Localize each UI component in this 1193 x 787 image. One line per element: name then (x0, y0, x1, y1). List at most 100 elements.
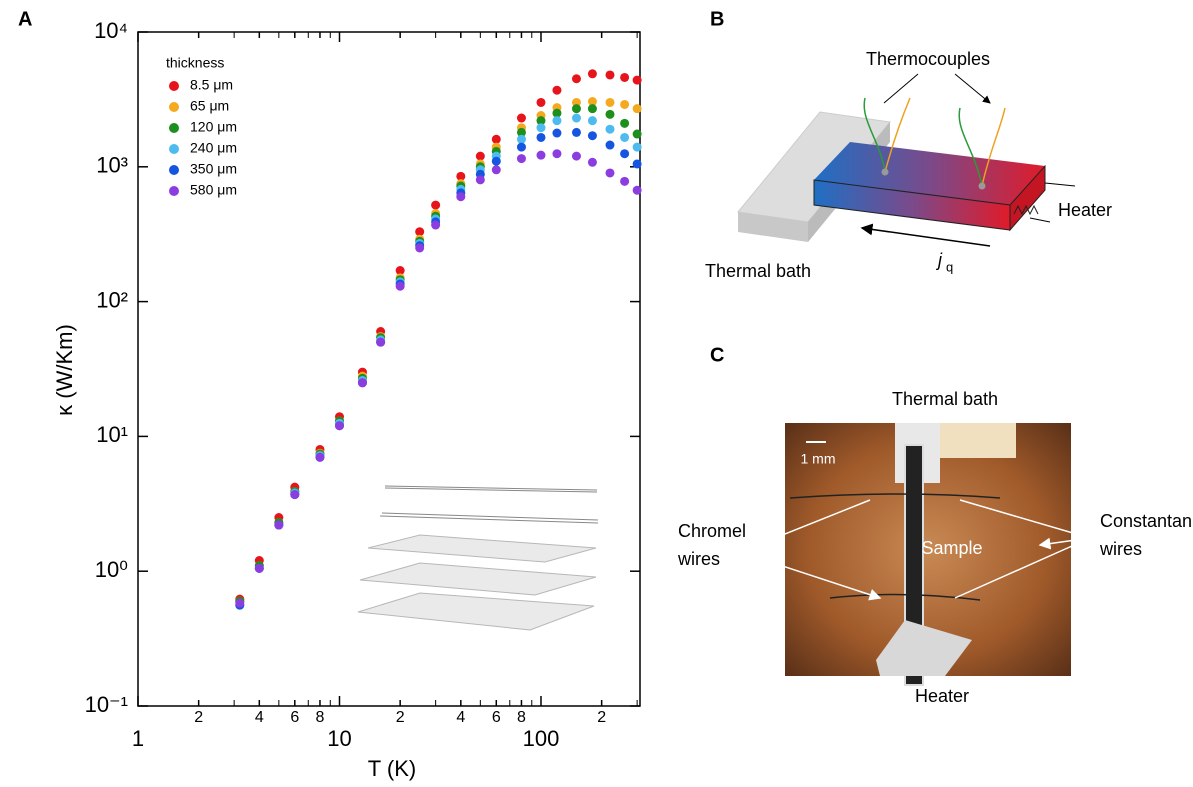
data-point (290, 490, 300, 500)
y-tick-label: 10¹ (96, 422, 128, 447)
thermocouples-label: Thermocouples (866, 49, 990, 69)
data-point (491, 156, 501, 166)
data-point (395, 281, 405, 291)
flux-subscript: q (946, 259, 953, 274)
data-point (491, 165, 501, 175)
y-tick-label: 10⁴ (94, 18, 128, 43)
data-point (536, 150, 546, 160)
data-point (516, 134, 526, 144)
photo-c: Thermal bath Heater 1 mm Sample Chromel … (677, 389, 1192, 706)
scale-label: 1 mm (801, 451, 836, 467)
data-point (552, 128, 562, 138)
data-point (415, 243, 425, 253)
x-tick-label: 1 (132, 726, 144, 751)
data-point (571, 113, 581, 123)
data-point (552, 108, 562, 118)
legend-label: 65 μm (190, 98, 229, 114)
data-point (571, 74, 581, 84)
data-point (254, 563, 264, 573)
sample-label: Sample (921, 538, 982, 558)
data-point (334, 421, 344, 431)
y-tick-label: 10² (96, 287, 128, 312)
x-tick-label: 8 (316, 709, 325, 726)
legend-marker (169, 186, 179, 196)
data-point (552, 116, 562, 126)
data-point (357, 378, 367, 388)
y-tick-label: 10⁻¹ (85, 692, 128, 717)
legend-marker (169, 165, 179, 175)
data-point (395, 266, 405, 276)
data-point (475, 175, 485, 185)
data-point (632, 185, 642, 195)
data-point (536, 97, 546, 107)
data-point (620, 99, 630, 109)
constantan-label: wires (1099, 539, 1142, 559)
data-point (605, 109, 615, 119)
x-tick-label: 100 (523, 726, 560, 751)
panel-label: A (18, 8, 32, 30)
data-point (605, 168, 615, 178)
data-point (235, 598, 245, 608)
data-point (632, 142, 642, 152)
legend-title: thickness (166, 55, 224, 71)
x-tick-label: 10 (327, 726, 351, 751)
data-point (587, 157, 597, 167)
data-point (552, 85, 562, 95)
data-point (571, 127, 581, 137)
data-point (376, 337, 386, 347)
data-point (274, 520, 284, 530)
x-axis-label: T (K) (368, 756, 416, 781)
data-point (552, 149, 562, 159)
x-tick-label: 8 (517, 709, 526, 726)
legend-marker (169, 123, 179, 133)
heater-label: Heater (915, 686, 969, 706)
data-point (632, 129, 642, 139)
data-point (456, 192, 466, 202)
x-tick-label: 2 (396, 709, 405, 726)
data-point (620, 118, 630, 128)
graphene-inset (357, 485, 599, 631)
legend-marker (169, 81, 179, 91)
legend-label: 580 μm (190, 182, 237, 198)
data-point (491, 134, 501, 144)
legend-marker (169, 144, 179, 154)
legend-label: 350 μm (190, 161, 237, 177)
data-point (632, 75, 642, 85)
x-tick-label: 2 (194, 709, 203, 726)
thermal-bath-label: Thermal bath (705, 261, 811, 281)
data-point (605, 124, 615, 134)
chromel-label: Chromel (678, 521, 746, 541)
data-point (620, 176, 630, 186)
x-tick-label: 4 (456, 709, 465, 726)
data-point (587, 131, 597, 141)
data-point (536, 132, 546, 142)
data-point (587, 104, 597, 114)
y-tick-label: 10⁰ (95, 557, 128, 582)
data-point (315, 452, 325, 462)
data-point (571, 104, 581, 114)
legend-marker (169, 102, 179, 112)
data-point (587, 116, 597, 126)
data-point (431, 200, 441, 210)
data-point (620, 72, 630, 82)
data-point (632, 159, 642, 169)
data-point (536, 123, 546, 133)
panel-label: B (710, 8, 724, 30)
data-point (620, 149, 630, 159)
data-point (605, 70, 615, 80)
data-point (605, 97, 615, 107)
y-tick-label: 10³ (96, 153, 128, 178)
flux-symbol: j (935, 250, 943, 270)
data-point (632, 104, 642, 114)
constantan-label: Constantan (1100, 511, 1192, 531)
data-point (536, 116, 546, 126)
data-point (456, 171, 466, 181)
x-tick-label: 6 (290, 709, 299, 726)
data-point (475, 151, 485, 161)
legend-label: 120 μm (190, 119, 237, 135)
y-axis-label: κ (W/Km) (52, 324, 77, 416)
data-point (620, 132, 630, 142)
x-tick-label: 4 (255, 709, 264, 726)
